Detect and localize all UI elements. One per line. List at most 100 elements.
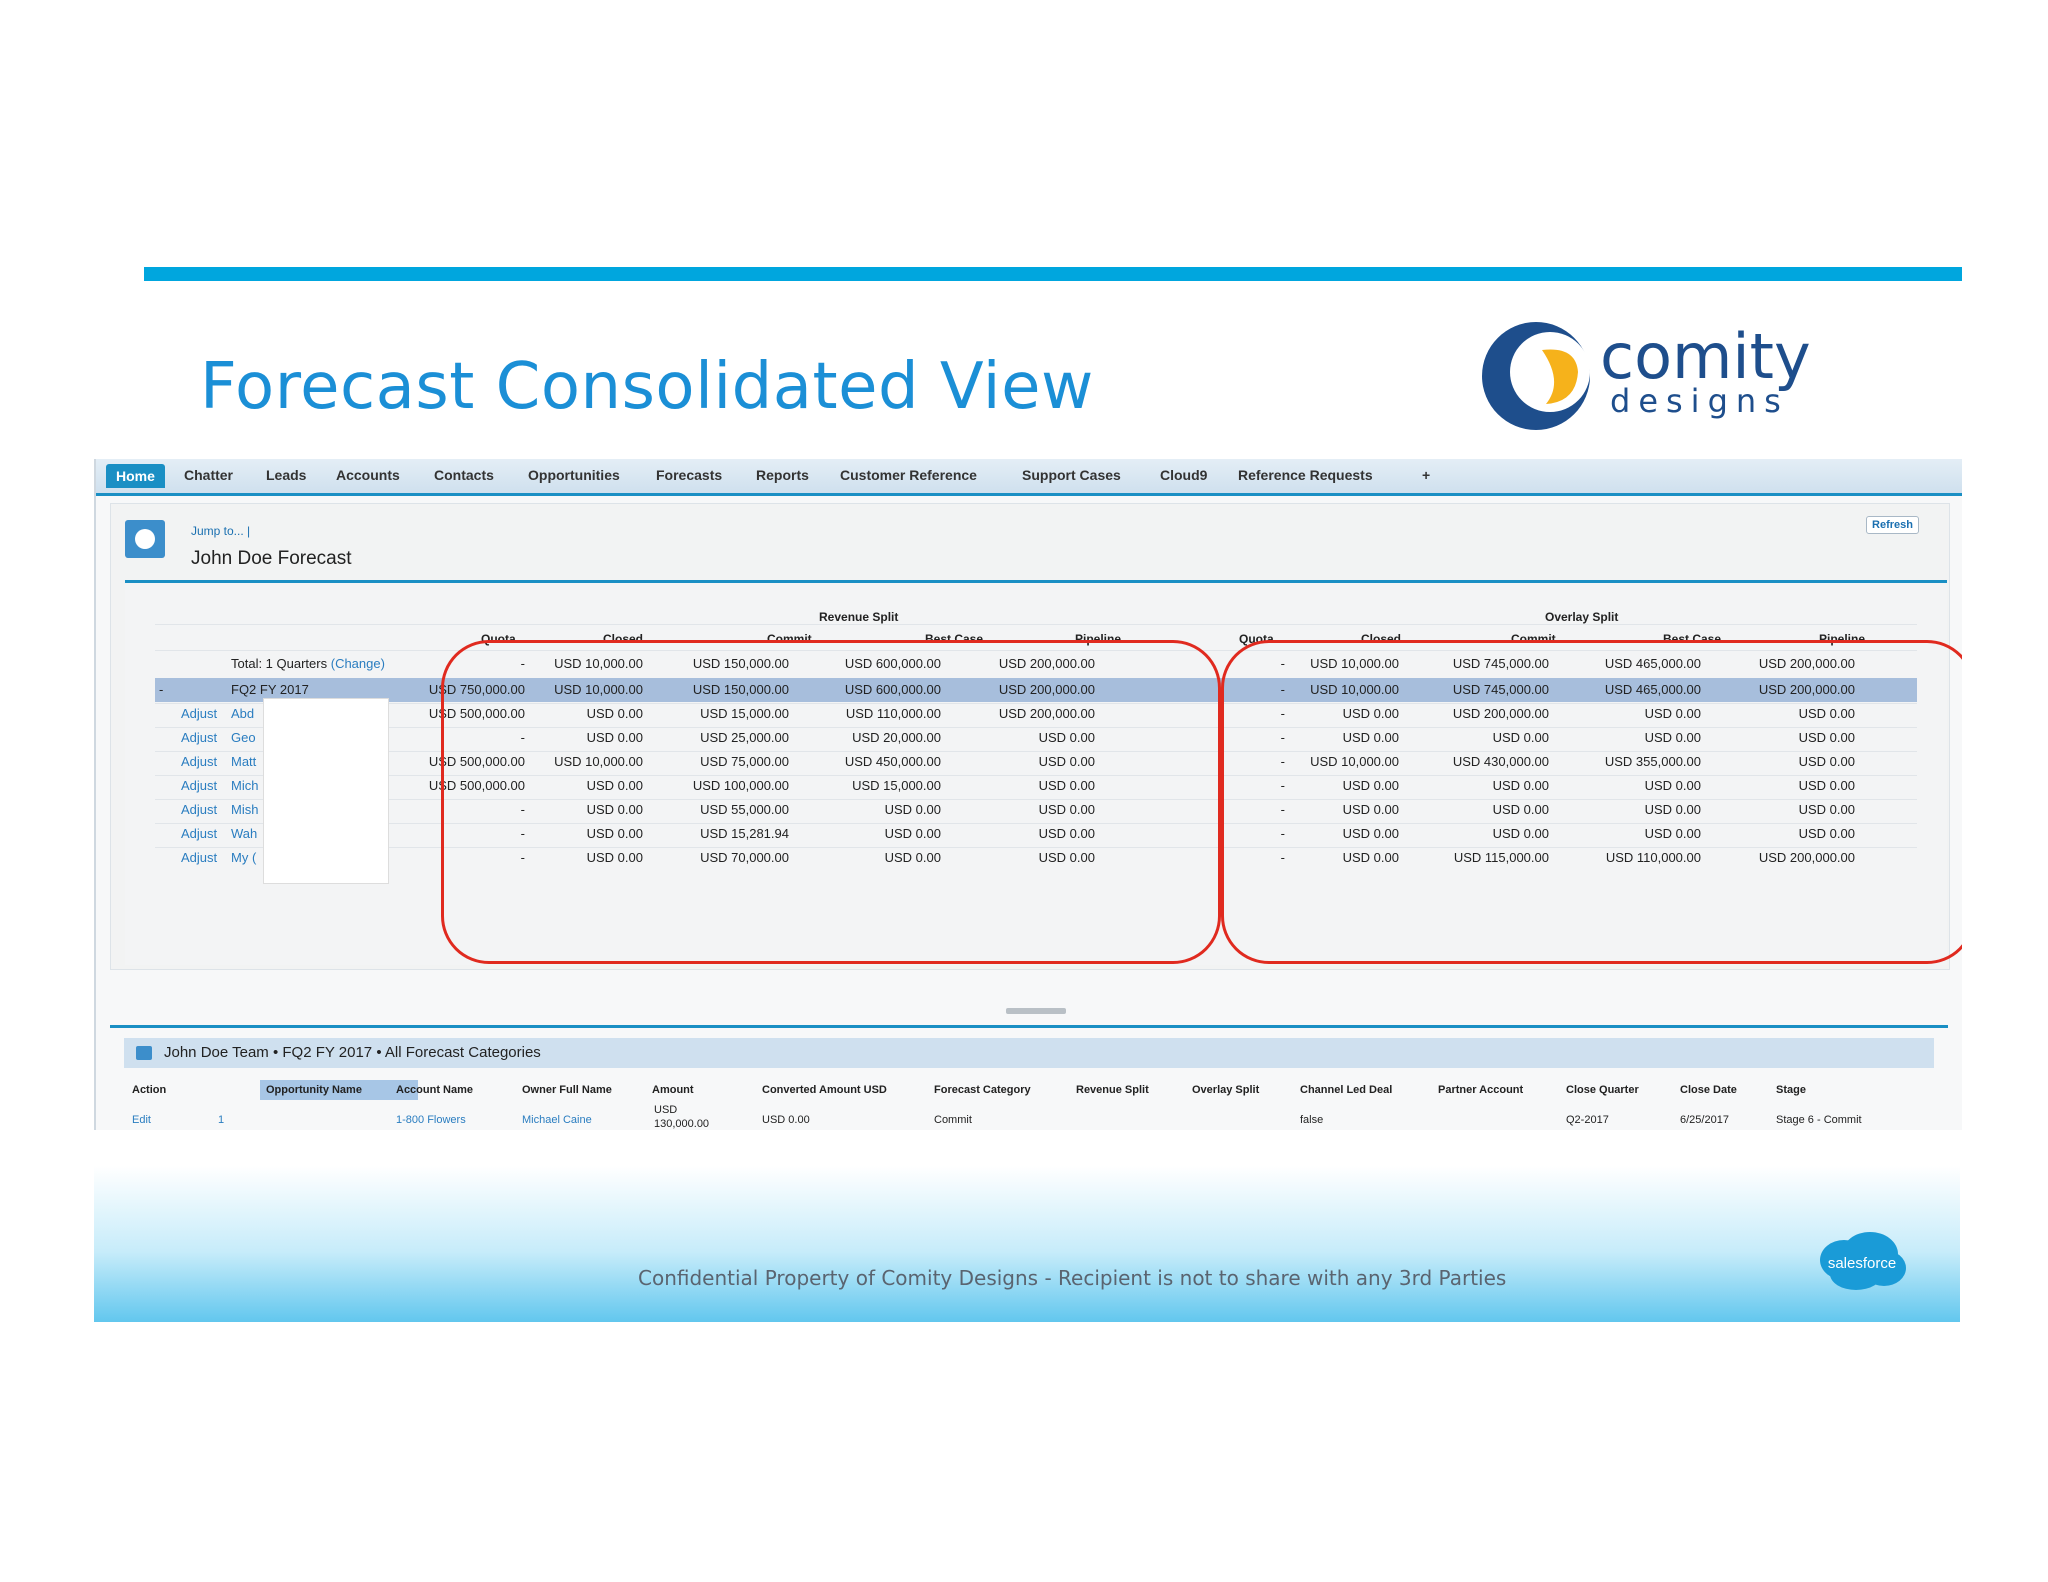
tab-support-cases[interactable]: Support Cases bbox=[1022, 467, 1121, 483]
adjust-link[interactable]: Adjust bbox=[181, 730, 218, 745]
tab-forecasts[interactable]: Forecasts bbox=[656, 467, 723, 483]
rep-name-link[interactable]: Mich bbox=[231, 778, 259, 793]
revenue-cell[interactable]: USD 25,000.00 bbox=[700, 730, 789, 745]
overlay-cell[interactable]: USD 0.00 bbox=[1798, 754, 1855, 769]
adjust-link[interactable]: Adjust bbox=[181, 754, 218, 769]
revenue-cell[interactable]: USD 110,000.00 bbox=[845, 706, 941, 721]
revenue-cell[interactable]: USD 200,000.00 bbox=[998, 682, 1095, 697]
overlay-cell[interactable]: USD 0.00 bbox=[1798, 802, 1855, 817]
collapse-toggle[interactable]: - bbox=[159, 682, 164, 697]
tab-customer-reference[interactable]: Customer Reference bbox=[840, 467, 977, 483]
revenue-cell[interactable]: USD 200,000.00 bbox=[998, 656, 1095, 671]
revenue-cell[interactable]: USD 0.00 bbox=[884, 802, 941, 817]
col-owner-full-name[interactable]: Owner Full Name bbox=[522, 1084, 612, 1096]
col-close-date[interactable]: Close Date bbox=[1680, 1084, 1737, 1096]
col-partner-account[interactable]: Partner Account bbox=[1438, 1084, 1524, 1096]
tab-home[interactable]: Home bbox=[106, 464, 165, 488]
tab-cloud9[interactable]: Cloud9 bbox=[1160, 467, 1208, 483]
overlay-cell[interactable]: USD 745,000.00 bbox=[1452, 656, 1549, 671]
adjust-link[interactable]: Adjust bbox=[181, 850, 218, 865]
overlay-cell[interactable]: USD 115,000.00 bbox=[1453, 850, 1549, 865]
overlay-cell[interactable]: USD 0.00 bbox=[1798, 730, 1855, 745]
revenue-cell[interactable]: USD 150,000.00 bbox=[692, 656, 789, 671]
overlay-cell[interactable]: USD 200,000.00 bbox=[1452, 706, 1549, 721]
col-account-name[interactable]: Account Name bbox=[396, 1084, 474, 1096]
overlay-cell[interactable]: USD 745,000.00 bbox=[1452, 682, 1549, 697]
revenue-cell[interactable]: USD 0.00 bbox=[884, 826, 941, 841]
revenue-cell[interactable]: USD 15,281.94 bbox=[700, 826, 789, 841]
rep-name-link[interactable]: Geo bbox=[231, 730, 256, 745]
revenue-cell[interactable]: USD 600,000.00 bbox=[844, 682, 941, 697]
col-forecast-category[interactable]: Forecast Category bbox=[934, 1084, 1031, 1096]
adjust-link[interactable]: Adjust bbox=[181, 802, 218, 817]
overlay-cell[interactable]: USD 0.00 bbox=[1798, 778, 1855, 793]
tab-accounts[interactable]: Accounts bbox=[336, 467, 400, 483]
resize-handle[interactable] bbox=[1006, 1008, 1066, 1014]
revenue-cell[interactable]: USD 0.00 bbox=[1038, 754, 1095, 769]
overlay-cell[interactable]: USD 110,000.00 bbox=[1605, 850, 1701, 865]
jump-to-link[interactable]: Jump to... | bbox=[191, 524, 251, 538]
revenue-cell[interactable]: USD 0.00 bbox=[1038, 778, 1095, 793]
overlay-cell[interactable]: USD 0.00 bbox=[1644, 778, 1701, 793]
overlay-cell[interactable]: USD 430,000.00 bbox=[1452, 754, 1549, 769]
overlay-cell[interactable]: USD 355,000.00 bbox=[1604, 754, 1701, 769]
revenue-cell[interactable]: USD 15,000.00 bbox=[852, 778, 941, 793]
col-converted-amount[interactable]: Converted Amount USD bbox=[762, 1084, 887, 1096]
col-stage[interactable]: Stage bbox=[1776, 1084, 1806, 1096]
overlay-cell[interactable]: USD 0.00 bbox=[1492, 778, 1549, 793]
edit-link[interactable]: Edit bbox=[132, 1114, 151, 1126]
col-opportunity-name[interactable]: Opportunity Name bbox=[266, 1084, 362, 1096]
rep-name-link[interactable]: My ( bbox=[231, 850, 257, 865]
col-overlay-split[interactable]: Overlay Split bbox=[1192, 1084, 1260, 1096]
overlay-cell[interactable]: USD 0.00 bbox=[1492, 826, 1549, 841]
revenue-cell[interactable]: USD 20,000.00 bbox=[852, 730, 941, 745]
revenue-cell[interactable]: USD 0.00 bbox=[1038, 826, 1095, 841]
rep-name-link[interactable]: Mish bbox=[231, 802, 259, 817]
revenue-cell[interactable]: USD 450,000.00 bbox=[844, 754, 941, 769]
revenue-cell[interactable]: USD 0.00 bbox=[1038, 850, 1095, 865]
refresh-button[interactable]: Refresh bbox=[1866, 516, 1919, 534]
revenue-cell[interactable]: USD 150,000.00 bbox=[692, 682, 789, 697]
revenue-cell[interactable]: USD 600,000.00 bbox=[844, 656, 941, 671]
revenue-cell[interactable]: USD 70,000.00 bbox=[700, 850, 789, 865]
revenue-cell[interactable]: USD 15,000.00 bbox=[700, 706, 789, 721]
change-link[interactable]: (Change) bbox=[330, 656, 385, 671]
col-revenue-split[interactable]: Revenue Split bbox=[1076, 1084, 1149, 1096]
revenue-cell[interactable]: USD 55,000.00 bbox=[700, 802, 789, 817]
adjust-link[interactable]: Adjust bbox=[181, 706, 218, 721]
tab-leads[interactable]: Leads bbox=[266, 467, 307, 483]
overlay-cell[interactable]: USD 0.00 bbox=[1798, 826, 1855, 841]
owner-link[interactable]: Michael Caine bbox=[522, 1114, 592, 1126]
overlay-cell[interactable]: USD 0.00 bbox=[1644, 826, 1701, 841]
tab-opportunities[interactable]: Opportunities bbox=[528, 467, 620, 483]
overlay-cell[interactable]: USD 0.00 bbox=[1644, 802, 1701, 817]
overlay-cell[interactable]: USD 0.00 bbox=[1492, 730, 1549, 745]
tab-reports[interactable]: Reports bbox=[756, 467, 809, 483]
add-tab-icon[interactable]: + bbox=[1422, 467, 1431, 483]
col-amount[interactable]: Amount bbox=[652, 1084, 694, 1096]
overlay-cell[interactable]: USD 200,000.00 bbox=[1758, 682, 1855, 697]
overlay-cell[interactable]: USD 0.00 bbox=[1492, 802, 1549, 817]
adjust-link[interactable]: Adjust bbox=[181, 778, 218, 793]
overlay-cell[interactable]: USD 0.00 bbox=[1644, 706, 1701, 721]
revenue-cell[interactable]: USD 75,000.00 bbox=[700, 754, 789, 769]
rep-name-link[interactable]: Matt bbox=[231, 754, 257, 769]
tab-chatter[interactable]: Chatter bbox=[184, 467, 234, 483]
revenue-cell[interactable]: USD 0.00 bbox=[1038, 730, 1095, 745]
revenue-cell[interactable]: USD 0.00 bbox=[1038, 802, 1095, 817]
adjust-link[interactable]: Adjust bbox=[181, 826, 218, 841]
rep-name-link[interactable]: Wah bbox=[231, 826, 258, 841]
revenue-cell[interactable]: USD 200,000.00 bbox=[998, 706, 1095, 721]
tab-contacts[interactable]: Contacts bbox=[434, 467, 494, 483]
overlay-cell[interactable]: USD 0.00 bbox=[1798, 706, 1855, 721]
overlay-cell[interactable]: USD 200,000.00 bbox=[1758, 850, 1855, 865]
overlay-cell[interactable]: USD 465,000.00 bbox=[1604, 682, 1701, 697]
overlay-cell[interactable]: USD 200,000.00 bbox=[1758, 656, 1855, 671]
tab-reference-requests[interactable]: Reference Requests bbox=[1238, 467, 1373, 483]
rep-name-link[interactable]: Abd bbox=[231, 706, 255, 721]
opportunity-link[interactable]: 1 bbox=[218, 1114, 225, 1126]
col-action[interactable]: Action bbox=[132, 1084, 167, 1096]
revenue-cell[interactable]: USD 100,000.00 bbox=[692, 778, 789, 793]
overlay-cell[interactable]: USD 0.00 bbox=[1644, 730, 1701, 745]
col-close-quarter[interactable]: Close Quarter bbox=[1566, 1084, 1639, 1096]
